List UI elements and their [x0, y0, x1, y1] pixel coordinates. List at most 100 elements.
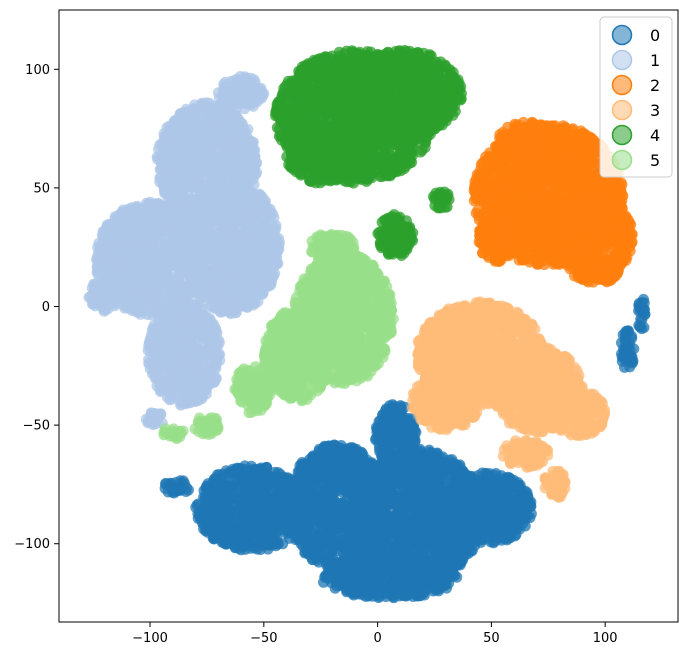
scatter-point-series-0 [382, 566, 394, 577]
scatter-point-series-0 [354, 488, 366, 500]
scatter-point-series-0 [494, 515, 506, 527]
scatter-point-series-1 [183, 111, 195, 122]
scatter-point-series-1 [188, 166, 200, 178]
scatter-point-series-0 [338, 541, 349, 553]
scatter-point-series-0 [461, 499, 473, 511]
scatter-point-series-0 [302, 482, 314, 494]
scatter-point-series-0 [427, 518, 439, 530]
scatter-point-series-0 [410, 426, 422, 438]
scatter-point-series-0 [420, 489, 432, 501]
scatter-point-series-0 [333, 442, 345, 454]
scatter-point-series-0 [507, 494, 519, 506]
scatter-point-series-1 [154, 164, 166, 176]
scatter-point-series-0 [410, 469, 421, 481]
scatter-point-series-0 [398, 514, 410, 526]
scatter-point-series-0 [295, 516, 307, 528]
scatter-point-series-0 [504, 473, 516, 485]
scatter-point-series-0 [239, 526, 251, 538]
scatter-point-series-0 [216, 533, 227, 545]
scatter-point-series-0 [368, 522, 380, 533]
scatter-point-series-0 [425, 470, 437, 482]
scatter-point-series-1 [245, 143, 257, 155]
scatter-point-series-0 [355, 558, 367, 570]
scatter-point-series-0 [472, 503, 483, 515]
scatter-point-series-0 [443, 466, 455, 478]
scatter-point-series-0 [318, 443, 330, 454]
scatter-point-series-0 [251, 503, 263, 514]
scatter-point-series-0 [261, 539, 273, 551]
scatter-point-series-0 [338, 472, 350, 484]
scatter-point-series-0 [272, 538, 284, 550]
series-0-points [159, 293, 651, 604]
scatter-point-series-0 [201, 481, 213, 493]
scatter-point-series-0 [374, 443, 385, 455]
scatter-point-series-0 [310, 551, 321, 563]
scatter-point-series-0 [160, 477, 172, 489]
scatter-point-series-0 [495, 504, 507, 516]
scatter-point-series-0 [488, 483, 500, 495]
scatter-point-series-0 [300, 534, 312, 545]
scatter-point-series-0 [433, 585, 445, 597]
scatter-point-series-0 [315, 516, 327, 528]
scatter-point-series-0 [502, 525, 514, 537]
scatter-point-series-0 [352, 588, 364, 600]
scatter-point-series-1 [232, 163, 244, 175]
scatter-point-series-1 [194, 116, 206, 128]
scatter-points [83, 45, 651, 604]
scatter-point-series-0 [489, 535, 501, 547]
scatter-point-series-0 [476, 524, 488, 536]
scatter-point-series-0 [357, 531, 369, 543]
scatter-point-series-0 [393, 494, 405, 505]
scatter-point-series-0 [346, 554, 358, 566]
scatter-point-series-0 [382, 524, 393, 536]
scatter-point-series-0 [391, 413, 403, 425]
scatter-point-series-0 [377, 427, 389, 439]
scatter-point-series-0 [244, 481, 256, 493]
scatter-point-series-0 [260, 482, 272, 494]
scatter-point-series-0 [426, 541, 438, 553]
scatter-point-series-0 [215, 508, 227, 519]
scatter-point-series-0 [409, 500, 420, 512]
scatter-point-series-0 [376, 550, 388, 562]
scatter-point-series-0 [249, 527, 261, 539]
scatter-point-series-0 [453, 513, 465, 525]
scatter-point-series-0 [209, 473, 221, 485]
scatter-point-series-0 [467, 490, 479, 501]
scatter-point-series-0 [260, 462, 272, 474]
scatter-point-series-1 [165, 124, 177, 136]
scatter-point-series-0 [319, 472, 331, 484]
scatter-point-series-0 [359, 576, 371, 588]
scatter-point-series-0 [637, 306, 649, 318]
scatter-point-series-0 [443, 565, 455, 576]
scatter-point-series-0 [203, 514, 214, 526]
scatter-point-series-0 [402, 589, 414, 601]
scatter-point-series-0 [267, 513, 279, 525]
scatter-point-series-0 [401, 569, 412, 581]
scatter-point-series-0 [348, 443, 360, 455]
scatter-point-series-1 [224, 154, 236, 166]
scatter-point-series-1 [201, 130, 213, 142]
scatter-point-series-0 [219, 498, 230, 510]
scatter-point-series-0 [344, 579, 356, 591]
scatter-point-series-0 [327, 517, 339, 529]
scatter-point-series-0 [222, 522, 234, 534]
scatter-point-series-0 [338, 569, 350, 581]
scatter-point-series-0 [232, 499, 244, 511]
scatter-point-series-0 [304, 498, 316, 510]
scatter-point-series-0 [444, 500, 456, 511]
scatter-point-series-0 [381, 498, 393, 510]
scatter-point-series-0 [405, 483, 417, 495]
scatter-point-series-0 [524, 512, 536, 524]
scatter-point-series-0 [366, 479, 378, 490]
scatter-point-series-0 [446, 454, 458, 466]
scatter-point-series-0 [306, 464, 318, 476]
scatter-point-series-0 [341, 482, 353, 494]
scatter-point-series-0 [291, 474, 303, 486]
scatter-point-series-0 [400, 421, 412, 433]
scatter-point-series-0 [236, 488, 248, 500]
scatter-point-series-0 [237, 512, 249, 524]
scatter-point-series-0 [325, 484, 337, 496]
scatter-point-series-0 [387, 403, 399, 415]
scatter-point-series-0 [367, 500, 379, 512]
